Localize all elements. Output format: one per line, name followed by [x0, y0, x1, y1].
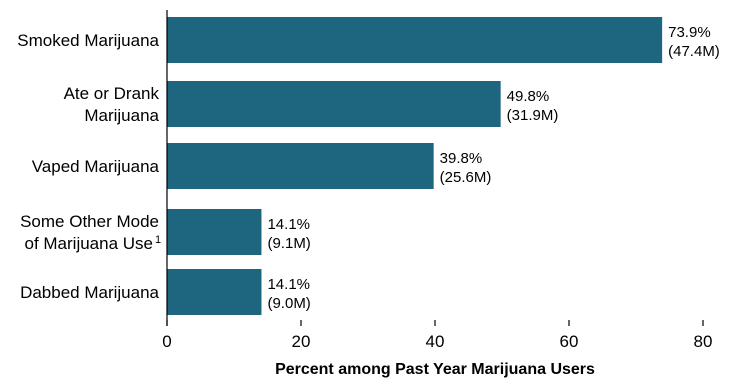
bar-value-percent-4: 14.1%: [267, 276, 310, 293]
bar-1: [167, 81, 501, 127]
x-tick-label-2: 40: [426, 332, 445, 351]
x-tick-label-0: 0: [162, 332, 171, 351]
bar-0: [167, 17, 663, 63]
bar-2: [167, 143, 434, 189]
bar-value-count-1: (31.9M): [507, 107, 559, 124]
category-label-1-line-0: Ate or Drank: [64, 84, 160, 103]
category-label-3-line-0: Some Other Mode: [20, 212, 159, 231]
bar-value-count-2: (25.6M): [440, 169, 492, 186]
bar-value-percent-3: 14.1%: [267, 216, 310, 233]
x-tick-label-1: 20: [292, 332, 311, 351]
bar-value-percent-0: 73.9%: [668, 24, 711, 41]
axes-layer: 0 20 40 60 80: [162, 10, 712, 351]
bar-value-count-4: (9.0M): [267, 295, 310, 312]
category-label-0-line-0: Smoked Marijuana: [17, 31, 159, 50]
category-label-3-line-1: of Marijuana Use: [24, 234, 153, 253]
bar-3: [167, 209, 262, 255]
x-tick-label-3: 60: [560, 332, 579, 351]
category-label-1-line-1: Marijuana: [84, 106, 159, 125]
bar-4: [167, 269, 262, 315]
x-tick-label-4: 80: [694, 332, 713, 351]
category-footnote-marker-3: 1: [155, 234, 161, 246]
bars-layer: [167, 17, 663, 315]
category-label-2-line-0: Vaped Marijuana: [32, 157, 160, 176]
bar-value-percent-2: 39.8%: [440, 150, 483, 167]
x-axis-title: Percent among Past Year Marijuana Users: [275, 361, 595, 378]
category-label-4-line-0: Dabbed Marijuana: [20, 283, 159, 302]
bar-value-count-0: (47.4M): [668, 43, 720, 60]
bar-value-percent-1: 49.8%: [507, 88, 550, 105]
labels-layer: 73.9% (47.4M) Smoked Marijuana 49.8% (31.9M)…: [17, 24, 720, 312]
bar-value-count-3: (9.1M): [267, 235, 310, 252]
